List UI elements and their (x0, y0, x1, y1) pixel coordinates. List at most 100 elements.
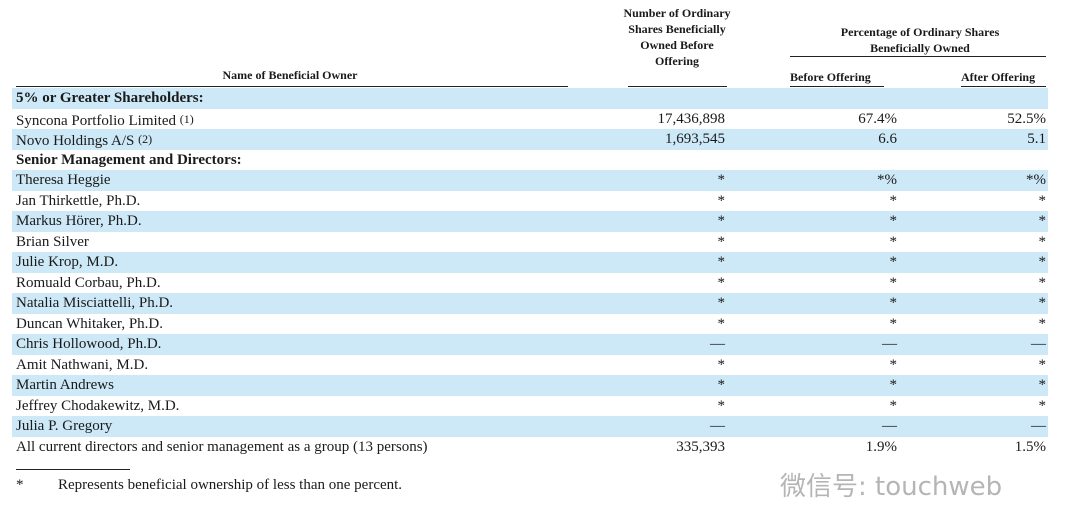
after-offering-cell: * (1038, 356, 1047, 373)
owner-name: 5% or Greater Shareholders: (16, 88, 204, 109)
before-offering-cell: — (882, 418, 897, 434)
before-offering-cell: * (889, 233, 898, 250)
owner-name: Senior Management and Directors: (16, 150, 242, 171)
table-row: Syncona Portfolio Limited (1) 17,436,898 6… (12, 109, 1048, 130)
owner-name: Duncan Whitaker, Ph.D. (16, 314, 163, 335)
divider (16, 86, 568, 87)
after-offering-cell: * (1038, 315, 1047, 332)
after-offering-cell: 52.5% (1007, 110, 1046, 127)
owner-name: Brian Silver (16, 232, 89, 253)
shares-cell: * (717, 397, 726, 414)
shares-cell: * (717, 356, 726, 373)
owner-name: All current directors and senior managem… (16, 437, 428, 458)
after-offering-cell: * (1038, 274, 1047, 291)
header-after-offering: After Offering (961, 70, 1036, 84)
after-offering-cell: — (1031, 418, 1046, 434)
owner-name-text: Duncan Whitaker, Ph.D. (16, 315, 164, 332)
owner-name: Syncona Portfolio Limited (1) (16, 109, 194, 132)
owner-name: Novo Holdings A/S (2) (16, 129, 152, 152)
shares-cell: 1,693,545 (665, 131, 725, 147)
table-row: Brian Silver * * * (12, 232, 1048, 253)
header-name: Name of Beneficial Owner (222, 68, 358, 82)
table-row: Duncan Whitaker, Ph.D. * * * (12, 314, 1048, 335)
owner-name-text: 5% or Greater Shareholders: (16, 90, 204, 106)
after-offering-cell: * (1038, 397, 1047, 414)
table-row: Natalia Misciattelli, Ph.D. * * * (12, 293, 1048, 314)
shares-cell: * (717, 233, 726, 250)
owner-name-text: Amit Nathwani, M.D. (16, 356, 149, 373)
owner-name-text: Senior Management and Directors: (16, 151, 242, 168)
shares-cell: 17,436,898 (657, 110, 726, 127)
table-row: Julia P. Gregory — — — (12, 416, 1048, 437)
header-before-offering: Before Offering (790, 70, 871, 84)
divider (628, 86, 727, 87)
after-offering-cell: * (1038, 233, 1047, 250)
after-offering-cell: 5.1 (1027, 131, 1046, 147)
divider (790, 56, 1046, 57)
shares-cell: * (717, 254, 726, 270)
before-offering-cell: * (889, 213, 898, 229)
before-offering-cell: * (889, 315, 898, 332)
owner-name-text: All current directors and senior managem… (16, 438, 428, 455)
divider (790, 86, 884, 87)
owner-name-text: Brian Silver (16, 233, 89, 250)
watermark: 微信号: touchweb (780, 472, 1003, 502)
owner-name: Markus Hörer, Ph.D. (16, 211, 142, 232)
owner-name-text: Syncona Portfolio Limited (16, 112, 176, 129)
before-offering-cell: * (889, 192, 898, 209)
table-row: Jan Thirkettle, Ph.D. * * * (12, 191, 1048, 212)
table-row: Martin Andrews * * * (12, 375, 1048, 396)
table-row: Chris Hollowood, Ph.D. — — — (12, 334, 1048, 355)
owner-name-text: Jeffrey Chodakewitz, M.D. (16, 397, 180, 414)
after-offering-cell: * (1038, 295, 1047, 311)
owner-name-text: Markus Hörer, Ph.D. (16, 213, 142, 229)
shares-cell: * (717, 377, 726, 393)
before-offering-cell: * (889, 397, 898, 414)
after-offering-cell: * (1038, 192, 1047, 209)
after-offering-cell: * (1038, 254, 1047, 270)
footnote-mark: * (16, 477, 24, 493)
before-offering-cell: * (889, 254, 898, 270)
divider (961, 86, 1046, 87)
owner-name-text: Martin Andrews (16, 377, 114, 393)
table-row: Theresa Heggie * *% *% (12, 170, 1048, 191)
table-row: Jeffrey Chodakewitz, M.D. * * * (12, 396, 1048, 417)
owner-name: Martin Andrews (16, 375, 114, 396)
shares-cell: * (717, 295, 726, 311)
before-offering-cell: *% (877, 172, 897, 188)
owner-name-text: Julia P. Gregory (16, 418, 113, 434)
table-row: Markus Hörer, Ph.D. * * * (12, 211, 1048, 232)
shares-cell: — (710, 336, 725, 352)
before-offering-cell: * (889, 274, 898, 291)
owner-name: Romuald Corbau, Ph.D. (16, 273, 161, 294)
after-offering-cell: * (1038, 213, 1047, 229)
before-offering-cell: * (889, 356, 898, 373)
shares-cell: * (717, 172, 726, 188)
before-offering-cell: — (882, 336, 897, 352)
after-offering-cell: * (1038, 377, 1047, 393)
owner-name: Jan Thirkettle, Ph.D. (16, 191, 140, 212)
after-offering-cell: 1.5% (1014, 438, 1046, 455)
owner-name: Natalia Misciattelli, Ph.D. (16, 293, 173, 314)
footnote-text: Represents beneficial ownership of less … (58, 477, 403, 493)
owner-name-text: Novo Holdings A/S (16, 133, 135, 149)
shares-cell: 335,393 (676, 438, 725, 455)
table-row: Novo Holdings A/S (2) 1,693,545 6.6 5.1 (12, 129, 1048, 150)
shares-cell: * (717, 274, 726, 291)
shares-cell: * (717, 315, 726, 332)
before-offering-cell: * (889, 377, 898, 393)
before-offering-cell: 67.4% (858, 110, 897, 127)
before-offering-cell: 1.9% (865, 438, 897, 455)
owner-name-text: Natalia Misciattelli, Ph.D. (16, 295, 174, 311)
table-row: Romuald Corbau, Ph.D. * * * (12, 273, 1048, 294)
owner-name-text: Jan Thirkettle, Ph.D. (16, 192, 141, 209)
table-row: All current directors and senior managem… (12, 437, 1048, 458)
owner-name-text: Romuald Corbau, Ph.D. (16, 274, 161, 291)
owner-name: Julie Krop, M.D. (16, 252, 118, 273)
owner-name-text: Theresa Heggie (16, 172, 111, 188)
owner-name: Amit Nathwani, M.D. (16, 355, 148, 376)
after-offering-cell: *% (1026, 172, 1046, 188)
shares-cell: * (717, 192, 726, 209)
owner-name-text: Julie Krop, M.D. (16, 254, 119, 270)
table-row: Julie Krop, M.D. * * * (12, 252, 1048, 273)
